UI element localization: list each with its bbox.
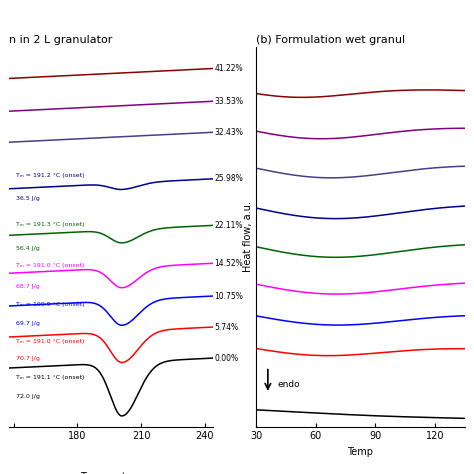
Text: 5.74%: 5.74%	[214, 322, 238, 331]
Text: Tₘ = 191.1 °C (onset): Tₘ = 191.1 °C (onset)	[16, 375, 84, 380]
Text: 70.7 J/g: 70.7 J/g	[16, 356, 40, 361]
Text: 41.22%: 41.22%	[214, 64, 243, 73]
Y-axis label: Heat flow, a.u.: Heat flow, a.u.	[243, 201, 253, 273]
Text: 10.75%: 10.75%	[214, 292, 243, 301]
Text: 25.98%: 25.98%	[214, 174, 243, 183]
Text: 32.43%: 32.43%	[214, 128, 243, 137]
Text: Tₘ = 191.0 °C (onset): Tₘ = 191.0 °C (onset)	[16, 263, 84, 268]
Text: 33.53%: 33.53%	[214, 97, 243, 106]
Text: 69.7 J/g: 69.7 J/g	[16, 321, 40, 327]
X-axis label: Temp: Temp	[347, 447, 373, 457]
Text: 72.0 J/g: 72.0 J/g	[16, 394, 40, 399]
Text: (b) Formulation wet granul: (b) Formulation wet granul	[256, 35, 405, 45]
Text: 56.4 J/g: 56.4 J/g	[16, 246, 40, 251]
Text: 68.7 J/g: 68.7 J/g	[16, 284, 40, 290]
Text: endo: endo	[278, 380, 301, 389]
Text: 36.5 J/g: 36.5 J/g	[16, 196, 40, 201]
Text: Tₘ = 191.3 °C (onset): Tₘ = 191.3 °C (onset)	[16, 222, 84, 228]
Text: n in 2 L granulator: n in 2 L granulator	[9, 35, 113, 45]
Text: 0.00%: 0.00%	[214, 354, 238, 363]
Text: Tₘ = 191.2 °C (onset): Tₘ = 191.2 °C (onset)	[16, 173, 84, 178]
Text: Tₘ = 191.0 °C (onset): Tₘ = 191.0 °C (onset)	[16, 338, 84, 344]
Text: 14.52%: 14.52%	[214, 259, 243, 268]
Text: Temperature: Temperature	[81, 472, 142, 474]
Text: Tₘ ≈ 190.9 °C (onset): Tₘ ≈ 190.9 °C (onset)	[16, 302, 84, 307]
Text: 22.11%: 22.11%	[214, 221, 243, 230]
